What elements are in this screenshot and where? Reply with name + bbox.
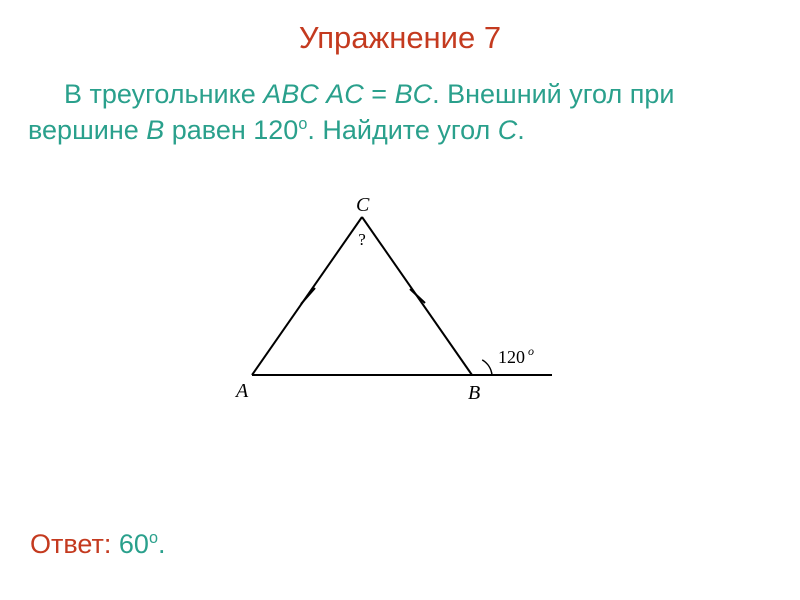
svg-text:?: ? (358, 230, 366, 249)
svg-text:B: B (468, 382, 480, 404)
exercise-title: Упражнение 7 (0, 0, 800, 56)
answer-label: Ответ: (30, 529, 119, 559)
period1: . (517, 115, 525, 145)
title-text: Упражнение 7 (299, 20, 501, 55)
angle-c: C (498, 115, 518, 145)
eq: = (364, 79, 395, 109)
problem-text: В треугольнике ABC AC = BC. Внешний угол… (0, 56, 800, 149)
side-bc: BC (395, 79, 433, 109)
svg-text:A: A (234, 380, 249, 402)
side-ac: AC (326, 79, 364, 109)
answer-deg: о (149, 529, 158, 547)
diagram-svg: A B C? 120 о (222, 195, 582, 415)
answer-value: 60 (119, 529, 149, 559)
svg-text:120 о: 120 о (498, 344, 534, 367)
triangle-diagram: A B C? 120 о (222, 195, 582, 415)
pt1: В треугольнике (64, 79, 263, 109)
answer-line: Ответ: 60о. (30, 529, 165, 560)
answer-period: . (158, 529, 166, 559)
deg1: о (298, 115, 307, 133)
vertex-b: B (146, 115, 164, 145)
tri-abc: ABC (263, 79, 319, 109)
pt4: . Найдите угол (307, 115, 497, 145)
pt3: равен 120 (164, 115, 298, 145)
svg-text:C: C (356, 195, 370, 216)
